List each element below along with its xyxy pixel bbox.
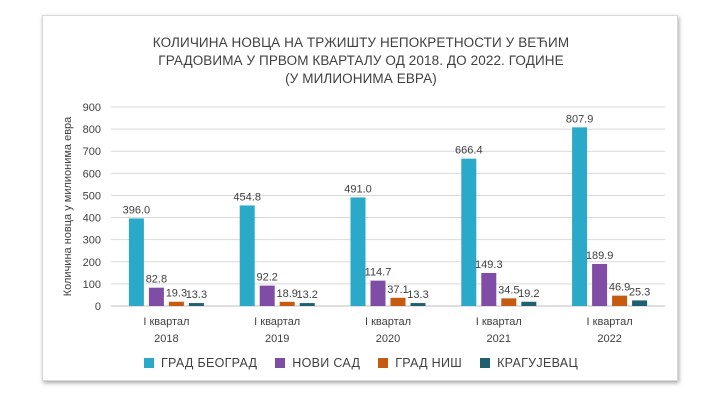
legend-label: ГРАД БЕОГРАД <box>160 356 258 370</box>
bar <box>350 197 366 306</box>
y-tick-label: 700 <box>83 146 101 158</box>
y-tick-label: 900 <box>83 102 101 114</box>
legend-swatch <box>378 358 389 368</box>
data-label: 25.3 <box>629 286 650 298</box>
bar <box>572 127 588 306</box>
bar <box>481 272 497 306</box>
bar <box>632 300 648 306</box>
y-axis-title: Количина новца у милионима евра <box>62 116 74 296</box>
x-tick-label: 2019 <box>265 333 289 345</box>
legend-label: ГРАД НИШ <box>395 356 463 370</box>
bar <box>390 297 406 306</box>
legend-item-nis: ГРАД НИШ <box>378 356 462 370</box>
data-label: 13.2 <box>296 289 317 301</box>
bar <box>279 301 295 306</box>
bar <box>592 264 608 306</box>
legend-swatch <box>143 358 154 368</box>
bar <box>612 295 628 306</box>
chart-title-line-1: КОЛИЧИНА НОВЦА НА ТРЖИШТУ НЕПОКРЕТНОСТИ … <box>152 35 570 50</box>
bar <box>168 301 184 306</box>
y-tick-label: 800 <box>83 124 101 136</box>
bar <box>239 205 255 306</box>
chart-title-line-2: ГРАДОВИМА У ПРВОМ КВАРТАЛУ ОД 2018. ДО 2… <box>158 53 564 68</box>
data-label: 807.9 <box>566 113 594 125</box>
data-label: 396.0 <box>123 204 151 216</box>
bar <box>370 280 386 306</box>
data-label: 189.9 <box>586 250 614 262</box>
y-tick-label: 300 <box>83 235 101 247</box>
y-tick-label: 0 <box>95 301 101 313</box>
chart-legend: ГРАД БЕОГРАД НОВИ САД ГРАД НИШ КРАГУЈЕВА… <box>43 356 679 370</box>
y-tick-label: 500 <box>83 190 101 202</box>
x-tick-label: I квартал <box>365 316 411 328</box>
legend-swatch <box>275 358 286 368</box>
data-label: 666.4 <box>455 145 483 157</box>
data-label: 82.8 <box>146 274 167 286</box>
bar-chart: 0 100 200 300 400 500 600 700 800 900 Количина нов… <box>62 102 665 345</box>
data-label: 454.8 <box>233 191 261 203</box>
bar <box>521 301 537 306</box>
legend-swatch <box>480 358 491 368</box>
x-tick-label: I квартал <box>143 316 189 328</box>
x-tick-label: I квартал <box>254 316 300 328</box>
bar <box>299 303 315 306</box>
data-label: 13.3 <box>407 289 428 301</box>
data-label: 92.2 <box>256 272 277 284</box>
y-tick-label: 400 <box>83 213 101 225</box>
data-label: 13.3 <box>186 289 207 301</box>
data-label: 46.9 <box>609 282 630 294</box>
data-label: 34.5 <box>498 284 519 296</box>
bar <box>128 218 144 306</box>
bar <box>461 158 477 306</box>
bar <box>188 303 204 306</box>
data-label: 19.3 <box>166 288 187 300</box>
bar <box>410 303 426 306</box>
legend-item-kragujevac: КРАГУЈЕВАЦ <box>480 356 578 370</box>
data-label: 37.1 <box>387 284 408 296</box>
legend-item-novi-sad: НОВИ САД <box>275 356 360 370</box>
chart-title: КОЛИЧИНА НОВЦА НА ТРЖИШТУ НЕПОКРЕТНОСТИ … <box>43 34 679 88</box>
bar <box>501 298 517 306</box>
legend-item-beograd: ГРАД БЕОГРАД <box>143 356 258 370</box>
y-tick-label: 600 <box>83 168 101 180</box>
legend-label: НОВИ САД <box>292 356 361 370</box>
bar <box>259 285 275 306</box>
x-tick-label: I квартал <box>587 316 633 328</box>
x-tick-label: 2020 <box>376 333 400 345</box>
data-label: 114.7 <box>365 267 392 279</box>
x-tick-label: I квартал <box>476 316 522 328</box>
y-tick-label: 100 <box>83 279 101 291</box>
x-tick-label: 2021 <box>487 333 511 345</box>
x-tick-label: 2018 <box>154 333 178 345</box>
data-label: 149.3 <box>475 259 503 271</box>
chart-card: КОЛИЧИНА НОВЦА НА ТРЖИШТУ НЕПОКРЕТНОСТИ … <box>42 15 678 381</box>
data-label: 19.2 <box>518 288 539 300</box>
y-tick-label: 200 <box>83 257 101 269</box>
x-tick-label: 2022 <box>597 333 621 345</box>
data-label: 491.0 <box>344 183 372 195</box>
legend-label: КРАГУЈЕВАЦ <box>497 356 578 370</box>
chart-title-line-3: (У МИЛИОНИМА ЕВРА) <box>285 71 437 86</box>
bar <box>148 287 164 306</box>
data-label: 18.9 <box>276 288 297 300</box>
